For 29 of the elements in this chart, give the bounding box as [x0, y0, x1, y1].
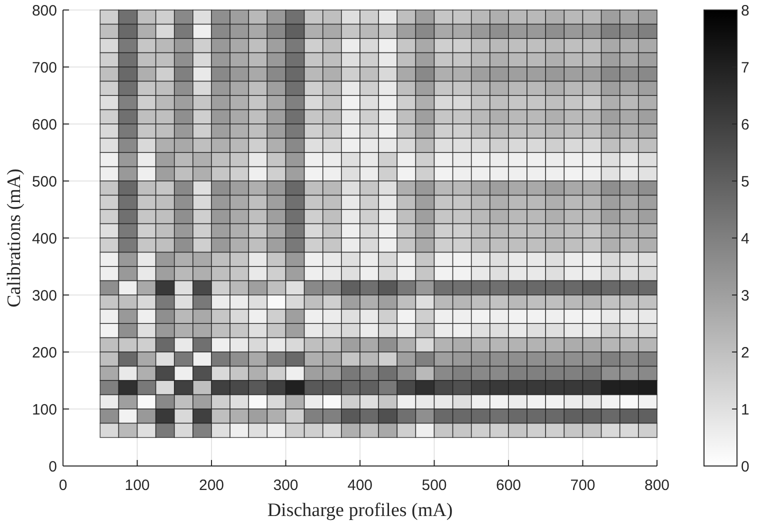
x-tick-label: 0	[58, 477, 68, 494]
y-tick-label: 800	[32, 2, 57, 20]
color-bar-label: 6	[741, 116, 750, 134]
color-bar-label: 8	[741, 2, 750, 20]
y-tick-label: 700	[32, 59, 57, 76]
x-axis-title: Discharge profiles (mA)	[267, 500, 453, 521]
x-tick-label: 100	[124, 477, 150, 494]
x-tick-label: 600	[496, 477, 522, 494]
x-tick-label: 800	[644, 477, 670, 494]
color-bar-label: 4	[741, 230, 750, 248]
color-bar-label: 7	[741, 59, 750, 76]
color-bar-label: 5	[741, 173, 750, 190]
y-tick-label: 400	[32, 230, 57, 248]
y-tick-label: 600	[32, 116, 57, 134]
y-tick-label: 100	[32, 401, 57, 418]
y-tick-label: 500	[32, 173, 57, 190]
x-tick-label: 400	[347, 477, 373, 494]
color-bar-label: 1	[741, 401, 750, 418]
x-tick-label: 500	[422, 477, 447, 494]
color-bar-label: 0	[741, 458, 750, 476]
x-tick-label: 700	[570, 477, 596, 494]
y-axis-title: Calibrations (mA)	[4, 168, 25, 308]
color-bar-label: 2	[741, 344, 750, 362]
color-bar-label: 3	[741, 287, 750, 304]
y-tick-label: 300	[32, 287, 57, 304]
y-tick-label: 0	[48, 458, 57, 476]
x-tick-label: 200	[198, 477, 224, 494]
x-tick-label: 300	[273, 477, 298, 494]
y-tick-label: 200	[32, 344, 57, 362]
